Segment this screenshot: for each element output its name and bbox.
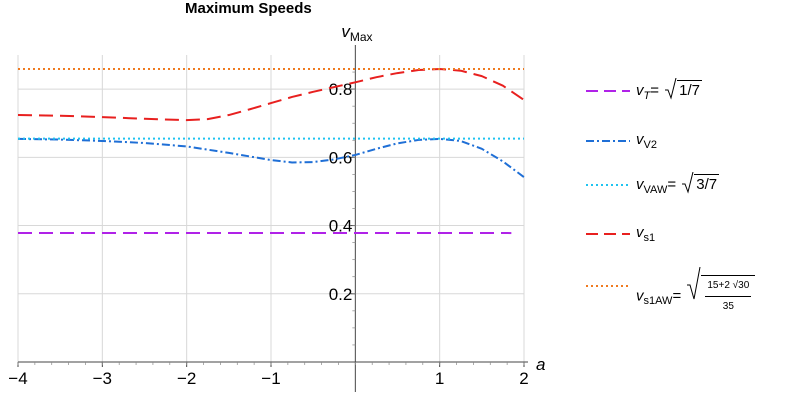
legend-label-vV2: vV2 xyxy=(636,131,657,151)
x-tick-label: −2 xyxy=(177,369,196,388)
legend-item-vT: vT= 1/7 xyxy=(578,78,800,110)
y-tick-label: 0.2 xyxy=(329,285,353,304)
x-tick-label: −1 xyxy=(261,369,280,388)
x-tick-label: 2 xyxy=(519,369,528,388)
legend-item-vs1AW: vs1AW= 15+2 √30 35 xyxy=(578,267,800,312)
legend-swatch-vs1 xyxy=(586,233,630,235)
chart-legend: vT= 1/7 vV2 vVAW= 3/7 vs1 vs1AW= 15+2 √3… xyxy=(578,70,800,330)
y-tick-label: 0.4 xyxy=(329,217,353,236)
chart-title: Maximum Speeds xyxy=(185,0,312,17)
series-line-4 xyxy=(17,67,525,122)
legend-swatch-vT xyxy=(586,90,630,92)
legend-swatch-vs1AW xyxy=(586,285,630,287)
legend-item-vs1: vs1 xyxy=(578,223,800,253)
y-tick-label: 0.8 xyxy=(329,80,353,99)
x-tick-label: −4 xyxy=(8,369,27,388)
legend-swatch-vV2 xyxy=(586,140,630,142)
x-tick-label: −3 xyxy=(93,369,112,388)
x-axis-label: a xyxy=(536,355,545,374)
legend-item-vV2: vV2 xyxy=(578,130,800,160)
x-tick-label: 1 xyxy=(435,369,444,388)
legend-label-vs1AW: vs1AW= 15+2 √30 35 xyxy=(636,267,756,317)
legend-label-vs1: vs1 xyxy=(636,224,656,244)
legend-swatch-vVAW xyxy=(586,184,630,186)
legend-label-vT: vT= 1/7 xyxy=(636,78,703,102)
legend-item-vVAW: vVAW= 3/7 xyxy=(578,172,800,204)
y-axis-label: vMax xyxy=(341,22,372,44)
legend-label-vVAW: vVAW= 3/7 xyxy=(636,172,720,196)
